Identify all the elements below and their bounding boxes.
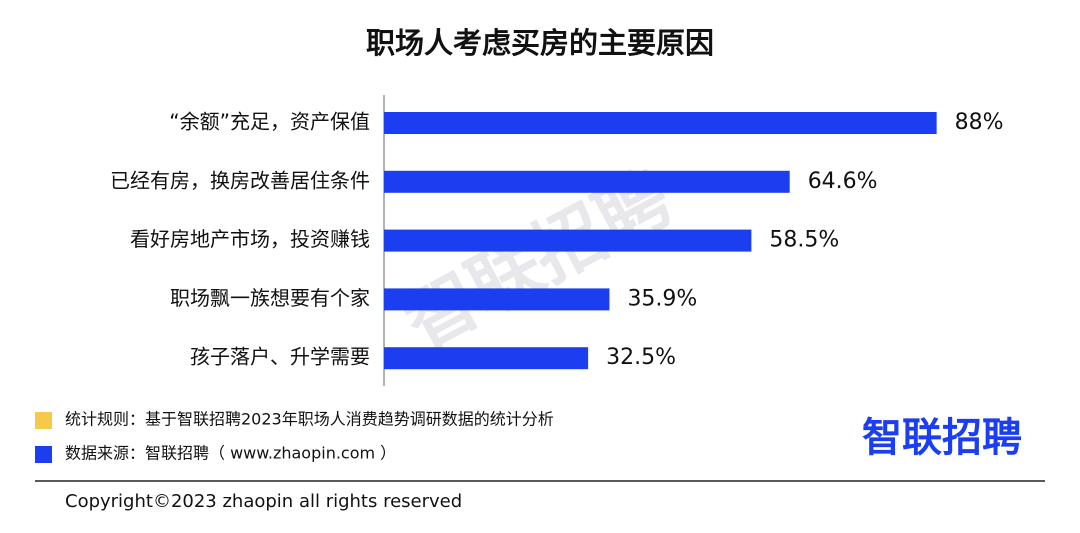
category-label: 已经有房，换房改善居住条件: [110, 168, 370, 192]
chart-title: 职场人考虑买房的主要原因: [366, 26, 714, 60]
copyright: Copyright©2023 zhaopin all rights reserv…: [65, 491, 462, 512]
bar: [384, 229, 752, 252]
footnote: 统计规则：基于智联招聘2023年职场人消费趋势调研数据的统计分析: [65, 410, 554, 429]
footnote: 数据来源：智联招聘（ www.zhaopin.com ）: [65, 444, 396, 463]
legend-swatch: [35, 446, 52, 463]
legend-swatch: [35, 412, 52, 429]
category-label: 看好房地产市场，投资赚钱: [130, 227, 370, 251]
value-label: 58.5%: [769, 228, 839, 253]
value-label: 35.9%: [627, 286, 697, 311]
bar: [384, 288, 610, 311]
value-label: 64.6%: [808, 169, 878, 194]
category-label: “余额”充足，资产保值: [169, 110, 370, 134]
value-label: 32.5%: [606, 345, 676, 370]
category-label: 孩子落户、升学需要: [190, 345, 370, 369]
category-label: 职场飘一族想要有个家: [170, 286, 370, 310]
bar: [384, 112, 937, 134]
bar: [384, 347, 589, 370]
value-label: 88%: [955, 110, 1004, 135]
logo: 智联招聘: [862, 415, 1022, 461]
bar: [384, 170, 790, 193]
